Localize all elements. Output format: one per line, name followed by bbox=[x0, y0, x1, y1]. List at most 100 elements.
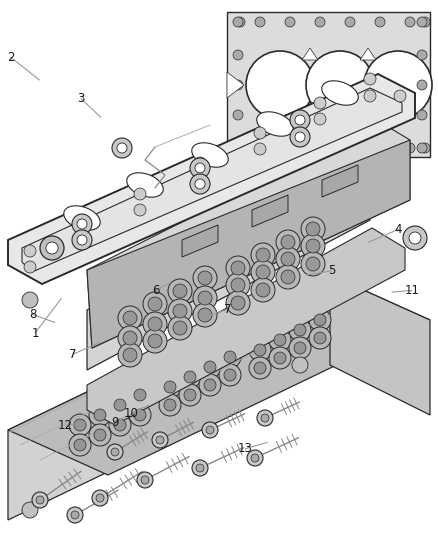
Circle shape bbox=[294, 324, 306, 336]
Circle shape bbox=[301, 234, 325, 258]
Circle shape bbox=[417, 17, 427, 27]
Circle shape bbox=[269, 329, 291, 351]
Circle shape bbox=[184, 389, 196, 401]
Circle shape bbox=[231, 278, 245, 292]
Circle shape bbox=[420, 143, 430, 153]
Circle shape bbox=[301, 252, 325, 276]
Circle shape bbox=[114, 419, 126, 431]
Text: 13: 13 bbox=[238, 442, 253, 455]
Circle shape bbox=[256, 265, 270, 279]
Polygon shape bbox=[182, 225, 218, 257]
Text: 7: 7 bbox=[224, 303, 232, 316]
Circle shape bbox=[204, 379, 216, 391]
Circle shape bbox=[94, 429, 106, 441]
Circle shape bbox=[148, 334, 162, 348]
Circle shape bbox=[22, 292, 38, 308]
Circle shape bbox=[67, 507, 83, 523]
Circle shape bbox=[24, 261, 36, 273]
Circle shape bbox=[306, 222, 320, 236]
Text: 12: 12 bbox=[57, 419, 72, 432]
Circle shape bbox=[24, 245, 36, 257]
Circle shape bbox=[314, 332, 326, 344]
Circle shape bbox=[289, 319, 311, 341]
Text: 5: 5 bbox=[328, 264, 336, 277]
Circle shape bbox=[281, 270, 295, 284]
Circle shape bbox=[89, 424, 111, 446]
Circle shape bbox=[255, 143, 265, 153]
Circle shape bbox=[345, 143, 355, 153]
Circle shape bbox=[246, 51, 314, 119]
Circle shape bbox=[173, 321, 187, 335]
Circle shape bbox=[306, 257, 320, 271]
Circle shape bbox=[219, 346, 241, 368]
Circle shape bbox=[249, 357, 271, 379]
Ellipse shape bbox=[192, 143, 228, 167]
Circle shape bbox=[46, 242, 58, 254]
Circle shape bbox=[409, 232, 421, 244]
Polygon shape bbox=[302, 110, 318, 122]
Circle shape bbox=[168, 279, 192, 303]
Circle shape bbox=[114, 399, 126, 411]
Circle shape bbox=[281, 235, 295, 249]
Circle shape bbox=[152, 432, 168, 448]
Circle shape bbox=[36, 496, 44, 504]
Circle shape bbox=[179, 366, 201, 388]
Circle shape bbox=[77, 235, 87, 245]
Circle shape bbox=[219, 364, 241, 386]
Circle shape bbox=[141, 476, 149, 484]
Polygon shape bbox=[330, 275, 430, 415]
Circle shape bbox=[72, 214, 92, 234]
Circle shape bbox=[276, 230, 300, 254]
Circle shape bbox=[193, 303, 217, 327]
Circle shape bbox=[233, 50, 243, 60]
Text: 8: 8 bbox=[29, 308, 36, 321]
Circle shape bbox=[190, 174, 210, 194]
Circle shape bbox=[123, 311, 137, 325]
Circle shape bbox=[179, 384, 201, 406]
Circle shape bbox=[32, 492, 48, 508]
Circle shape bbox=[226, 256, 250, 280]
Circle shape bbox=[375, 17, 385, 27]
Text: 4: 4 bbox=[395, 223, 403, 236]
Circle shape bbox=[202, 422, 218, 438]
Circle shape bbox=[74, 234, 86, 246]
Text: 10: 10 bbox=[124, 407, 139, 419]
Circle shape bbox=[198, 271, 212, 285]
Circle shape bbox=[74, 218, 86, 230]
Circle shape bbox=[89, 404, 111, 426]
Circle shape bbox=[206, 426, 214, 434]
Circle shape bbox=[302, 277, 318, 293]
Circle shape bbox=[256, 248, 270, 262]
Circle shape bbox=[198, 291, 212, 305]
Circle shape bbox=[226, 273, 250, 297]
Circle shape bbox=[112, 138, 132, 158]
Circle shape bbox=[301, 217, 325, 241]
Polygon shape bbox=[87, 228, 405, 425]
Circle shape bbox=[123, 331, 137, 345]
Circle shape bbox=[251, 260, 275, 284]
Circle shape bbox=[193, 266, 217, 290]
Circle shape bbox=[256, 283, 270, 297]
Text: 9: 9 bbox=[111, 416, 119, 429]
Circle shape bbox=[143, 329, 167, 353]
Circle shape bbox=[137, 472, 153, 488]
Circle shape bbox=[309, 309, 331, 331]
Circle shape bbox=[294, 342, 306, 354]
Circle shape bbox=[364, 51, 432, 119]
Circle shape bbox=[255, 17, 265, 27]
Circle shape bbox=[164, 399, 176, 411]
Circle shape bbox=[364, 90, 376, 102]
Circle shape bbox=[290, 127, 310, 147]
Circle shape bbox=[193, 286, 217, 310]
Circle shape bbox=[134, 389, 146, 401]
Text: 1: 1 bbox=[31, 327, 39, 340]
Circle shape bbox=[420, 17, 430, 27]
Circle shape bbox=[143, 292, 167, 316]
Circle shape bbox=[417, 143, 427, 153]
Text: 2: 2 bbox=[7, 51, 15, 64]
Circle shape bbox=[290, 110, 310, 130]
Circle shape bbox=[314, 314, 326, 326]
Circle shape bbox=[249, 339, 271, 361]
Circle shape bbox=[405, 17, 415, 27]
Circle shape bbox=[274, 352, 286, 364]
